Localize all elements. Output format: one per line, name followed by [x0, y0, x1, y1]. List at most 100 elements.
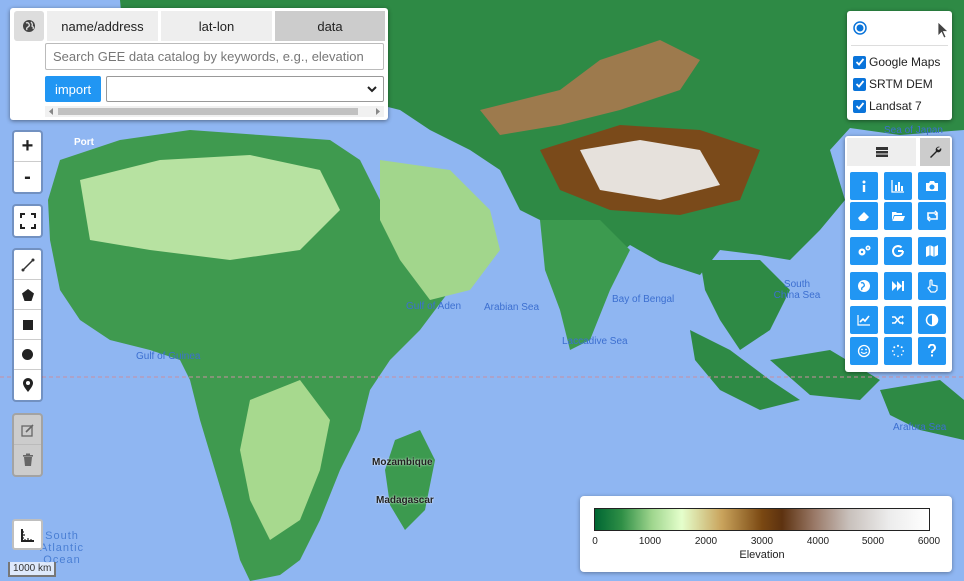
ruler-icon	[20, 528, 34, 542]
map-label-gulf-of-aden: Gulf of Aden	[406, 301, 462, 312]
layer-control: Google Maps SRTM DEM Landsat 7	[847, 11, 952, 120]
folder-open-icon	[891, 212, 905, 221]
open-folder-button[interactable]	[884, 202, 912, 230]
map-label-arabian-sea: Arabian Sea	[484, 302, 540, 313]
layer-divider	[851, 45, 948, 46]
polyline-icon	[21, 258, 34, 271]
map-button[interactable]	[918, 237, 946, 265]
layer-label: Landsat 7	[869, 99, 922, 113]
hand-pointer-icon	[926, 279, 938, 293]
horizontal-scrollbar[interactable]	[45, 106, 384, 117]
map-label-bay-of-bengal: Bay of Bengal	[612, 294, 675, 305]
scroll-right-icon	[376, 108, 380, 115]
map-label-madagascar: Madagascar	[376, 495, 434, 506]
map-marker-icon	[22, 377, 33, 392]
zoom-out-button[interactable]: -	[24, 165, 31, 188]
retweet-button[interactable]	[918, 202, 946, 230]
globe-button[interactable]	[850, 272, 878, 300]
search-toggle-button[interactable]	[14, 11, 44, 41]
layers-toggle-button[interactable]	[847, 138, 916, 166]
scroll-left-icon	[49, 108, 53, 115]
square-icon	[22, 319, 33, 330]
circle-icon	[22, 349, 33, 360]
map-label-mozambique: Mozambique	[372, 457, 433, 468]
google-icon	[892, 245, 905, 258]
map-icon	[926, 245, 938, 257]
gears-button[interactable]	[850, 237, 878, 265]
google-button[interactable]	[884, 237, 912, 265]
eraser-icon	[858, 212, 869, 221]
radio-icon[interactable]	[853, 21, 867, 35]
retweet-icon	[926, 210, 938, 222]
layer-landsat-7[interactable]: Landsat 7	[853, 97, 922, 115]
draw-toolbar	[12, 248, 43, 402]
map-label-arafura-sea: Arafura Sea	[893, 422, 947, 433]
eraser-button[interactable]	[850, 202, 878, 230]
fast-forward-button[interactable]	[884, 272, 912, 300]
random-icon	[892, 315, 904, 325]
legend-tick: 5000	[861, 536, 885, 547]
tab-lat-lon[interactable]: lat-lon	[161, 11, 272, 41]
legend-tick: 2000	[694, 536, 718, 547]
search-input[interactable]: Search GEE data catalog by keywords, e.g…	[45, 43, 384, 70]
checkbox-checked-icon[interactable]	[853, 55, 866, 69]
legend-colorbar	[594, 508, 930, 531]
random-button[interactable]	[884, 306, 912, 334]
hand-pointer-button[interactable]	[918, 272, 946, 300]
adjust-icon	[925, 313, 939, 327]
zoom-control: + -	[12, 130, 43, 194]
toolbar-panel	[845, 136, 952, 372]
fullscreen-control	[12, 204, 43, 238]
layer-label: SRTM DEM	[869, 77, 933, 91]
legend-title: Elevation	[739, 549, 785, 561]
tools-toggle-button[interactable]	[920, 138, 950, 166]
zoom-in-button[interactable]: +	[14, 132, 41, 162]
checkbox-checked-icon[interactable]	[853, 99, 866, 113]
fast-forward-icon	[892, 281, 904, 291]
legend-tick: 3000	[750, 536, 774, 547]
help-button[interactable]	[918, 337, 946, 365]
tab-name-address[interactable]: name/address	[47, 11, 158, 41]
draw-polyline-button[interactable]	[14, 250, 41, 280]
draw-marker-button[interactable]	[14, 370, 41, 400]
edit-layers-button[interactable]	[14, 415, 41, 445]
spinner-button[interactable]	[884, 337, 912, 365]
smile-icon	[857, 344, 871, 358]
pentagon-icon	[21, 288, 34, 301]
map-label-gulf-of-guinea: Gulf of Guinea	[136, 351, 201, 362]
spinner-icon	[891, 344, 905, 357]
legend-tick: 0	[592, 536, 598, 547]
legend-tick: 4000	[806, 536, 830, 547]
edit-icon	[20, 423, 34, 437]
chart-bar-icon	[891, 180, 904, 193]
fullscreen-icon	[19, 213, 36, 229]
dataset-select[interactable]	[106, 76, 384, 102]
adjust-button[interactable]	[918, 306, 946, 334]
gears-icon	[858, 245, 870, 256]
legend-tick: 1000	[638, 536, 662, 547]
question-icon	[928, 344, 936, 357]
line-chart-button[interactable]	[850, 306, 878, 334]
draw-rectangle-button[interactable]	[14, 310, 41, 340]
camera-button[interactable]	[918, 172, 946, 200]
fullscreen-button[interactable]	[14, 206, 41, 236]
info-button[interactable]	[850, 172, 878, 200]
scrollbar-thumb[interactable]	[58, 108, 358, 115]
trash-icon	[22, 453, 33, 466]
measure-button[interactable]	[12, 519, 43, 550]
smile-button[interactable]	[850, 337, 878, 365]
layer-srtm-dem[interactable]: SRTM DEM	[853, 75, 933, 93]
layer-google-maps[interactable]: Google Maps	[853, 53, 940, 71]
tab-data[interactable]: data	[275, 11, 385, 41]
import-button[interactable]: import	[45, 76, 101, 102]
map-label-south-china-sea: South China Sea	[773, 279, 821, 301]
scale-bar: 1000 km	[8, 562, 57, 577]
chart-bar-button[interactable]	[884, 172, 912, 200]
globe-icon	[858, 280, 870, 292]
draw-polygon-button[interactable]	[14, 280, 41, 310]
checkbox-checked-icon[interactable]	[853, 77, 866, 91]
globe-icon	[23, 20, 35, 32]
delete-layers-button[interactable]	[14, 445, 41, 475]
draw-circle-button[interactable]	[14, 340, 41, 370]
